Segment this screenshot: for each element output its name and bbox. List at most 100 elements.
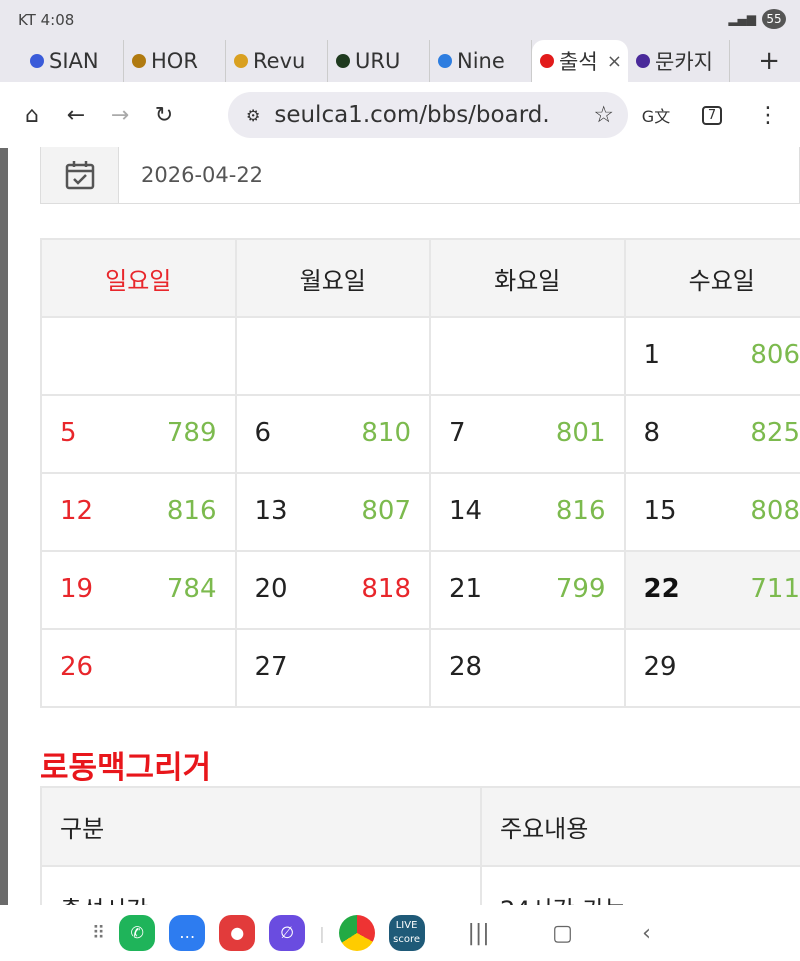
recents-button[interactable]: ||| [467, 920, 490, 946]
calendar-day[interactable] [429, 316, 626, 396]
day-number: 14 [449, 496, 483, 526]
home-button[interactable]: ▢ [552, 920, 573, 946]
contacts-app-icon[interactable]: ● [219, 915, 256, 951]
calendar-day[interactable]: 6 810 [234, 394, 431, 474]
calendar-day[interactable] [40, 316, 237, 396]
header-monday: 월요일 [234, 238, 431, 318]
calendar-day[interactable]: 8 825 [623, 394, 800, 474]
browser-tab[interactable]: Revu [226, 40, 328, 82]
day-count: 711 [750, 574, 800, 604]
battery-icon: 55 [762, 9, 786, 29]
day-number: 26 [60, 652, 94, 682]
day-count: 816 [166, 496, 217, 526]
chrome-app-icon[interactable] [338, 915, 375, 951]
calendar-week: 1 806 [40, 316, 800, 396]
close-tab-icon[interactable]: × [606, 50, 622, 72]
calendar-day[interactable]: 14 816 [429, 472, 626, 552]
back-button[interactable]: ‹ [642, 920, 651, 946]
translate-icon[interactable]: G文 [641, 107, 671, 126]
section-title: 로동맥그리거 [40, 750, 212, 786]
calendar-day[interactable]: 15 808 [623, 472, 800, 552]
day-count: 789 [166, 418, 217, 448]
home-icon[interactable]: ⌂ [25, 102, 39, 128]
day-number: 8 [643, 418, 661, 448]
tab-title: SIAN [49, 49, 99, 73]
favicon-icon [636, 54, 650, 68]
livescore-app-icon[interactable]: LIVE score [388, 915, 425, 951]
browser-tab[interactable]: 출석 × [532, 40, 628, 82]
calendar-day[interactable]: 1 806 [623, 316, 800, 396]
calendar-day[interactable]: 28 [429, 628, 626, 708]
day-number: 5 [60, 418, 77, 448]
day-number: 28 [449, 652, 483, 682]
calendar-day[interactable]: 27 [234, 628, 431, 708]
browser-tab[interactable]: SIAN [22, 40, 124, 82]
reload-icon[interactable]: ↻ [154, 102, 174, 128]
calendar-day[interactable]: 7 801 [429, 394, 626, 474]
site-settings-icon[interactable]: ⚙ [246, 105, 261, 125]
day-number: 12 [60, 496, 94, 526]
app-drawer-icon[interactable]: ⠿ [92, 922, 106, 944]
menu-icon[interactable]: ⋮ [757, 102, 779, 128]
back-icon[interactable]: ← [66, 102, 86, 128]
browser-tab[interactable]: 문카지 [628, 40, 730, 82]
bookmark-star-icon[interactable]: ☆ [593, 102, 614, 128]
calendar-day[interactable]: 13 807 [234, 472, 431, 552]
day-number: 20 [254, 574, 288, 604]
side-scroll-edge [0, 148, 8, 905]
calendar-day[interactable]: 12 816 [40, 472, 237, 552]
calendar-day[interactable]: 20 818 [234, 550, 431, 630]
date-field[interactable]: 2026-04-22 [40, 147, 800, 204]
day-number: 22 [643, 574, 680, 604]
header-tuesday: 화요일 [429, 238, 626, 318]
day-count: 825 [750, 418, 800, 448]
col-header-content: 주요내용 [480, 786, 800, 867]
favicon-icon [132, 54, 146, 68]
day-count: 816 [555, 496, 606, 526]
day-count: 801 [555, 418, 606, 448]
url-text[interactable]: seulca1.com/bbs/board. [274, 102, 550, 128]
browser-tab[interactable]: Nine [430, 40, 532, 82]
address-bar[interactable]: ⚙ seulca1.com/bbs/board. ☆ [228, 92, 628, 138]
messages-app-icon[interactable]: … [169, 915, 206, 951]
calendar-day[interactable]: 19 784 [40, 550, 237, 630]
day-number: 21 [449, 574, 483, 604]
tab-title: HOR [151, 49, 198, 73]
tab-title: URU [355, 49, 401, 73]
favicon-icon [234, 54, 248, 68]
calendar-day[interactable]: 22 711 [623, 550, 800, 630]
forward-icon[interactable]: → [110, 102, 130, 128]
calendar-day[interactable]: 21 799 [429, 550, 626, 630]
day-number: 1 [643, 340, 661, 370]
day-count: 807 [361, 496, 411, 526]
browser-tab[interactable]: HOR [124, 40, 226, 82]
tab-title: Nine [457, 49, 505, 73]
signal-icon: ▂▄▆ [728, 12, 756, 26]
internet-app-icon[interactable]: ∅ [269, 915, 306, 951]
calendar-day[interactable]: 5 789 [40, 394, 237, 474]
day-number: 6 [254, 418, 272, 448]
phone-app-icon[interactable]: ✆ [119, 915, 156, 951]
calendar-icon [41, 147, 119, 203]
new-tab-button[interactable]: + [758, 46, 780, 76]
date-value[interactable]: 2026-04-22 [141, 163, 264, 187]
day-count: 806 [750, 340, 800, 370]
header-sunday: 일요일 [40, 238, 237, 318]
favicon-icon [438, 54, 452, 68]
calendar-week: 26 27 28 29 [40, 628, 800, 708]
calendar-week: 12 816 13 807 14 816 15 808 [40, 472, 800, 552]
tab-count-button[interactable]: 7 [701, 105, 723, 125]
favicon-icon [336, 54, 350, 68]
calendar-week: 5 789 6 810 7 801 8 825 [40, 394, 800, 474]
tab-title: 출석 [559, 50, 598, 74]
day-count: 784 [166, 574, 217, 604]
status-bar: KT 4:08 ▂▄▆ 55 [0, 0, 800, 40]
calendar-day[interactable]: 29 [623, 628, 800, 708]
header-wednesday: 수요일 [623, 238, 800, 318]
day-number: 29 [643, 652, 677, 682]
browser-tab[interactable]: URU [328, 40, 430, 82]
dock-divider: | [319, 923, 325, 943]
calendar-day[interactable]: 26 [40, 628, 237, 708]
calendar-day[interactable] [234, 316, 431, 396]
day-count: 818 [361, 574, 411, 604]
